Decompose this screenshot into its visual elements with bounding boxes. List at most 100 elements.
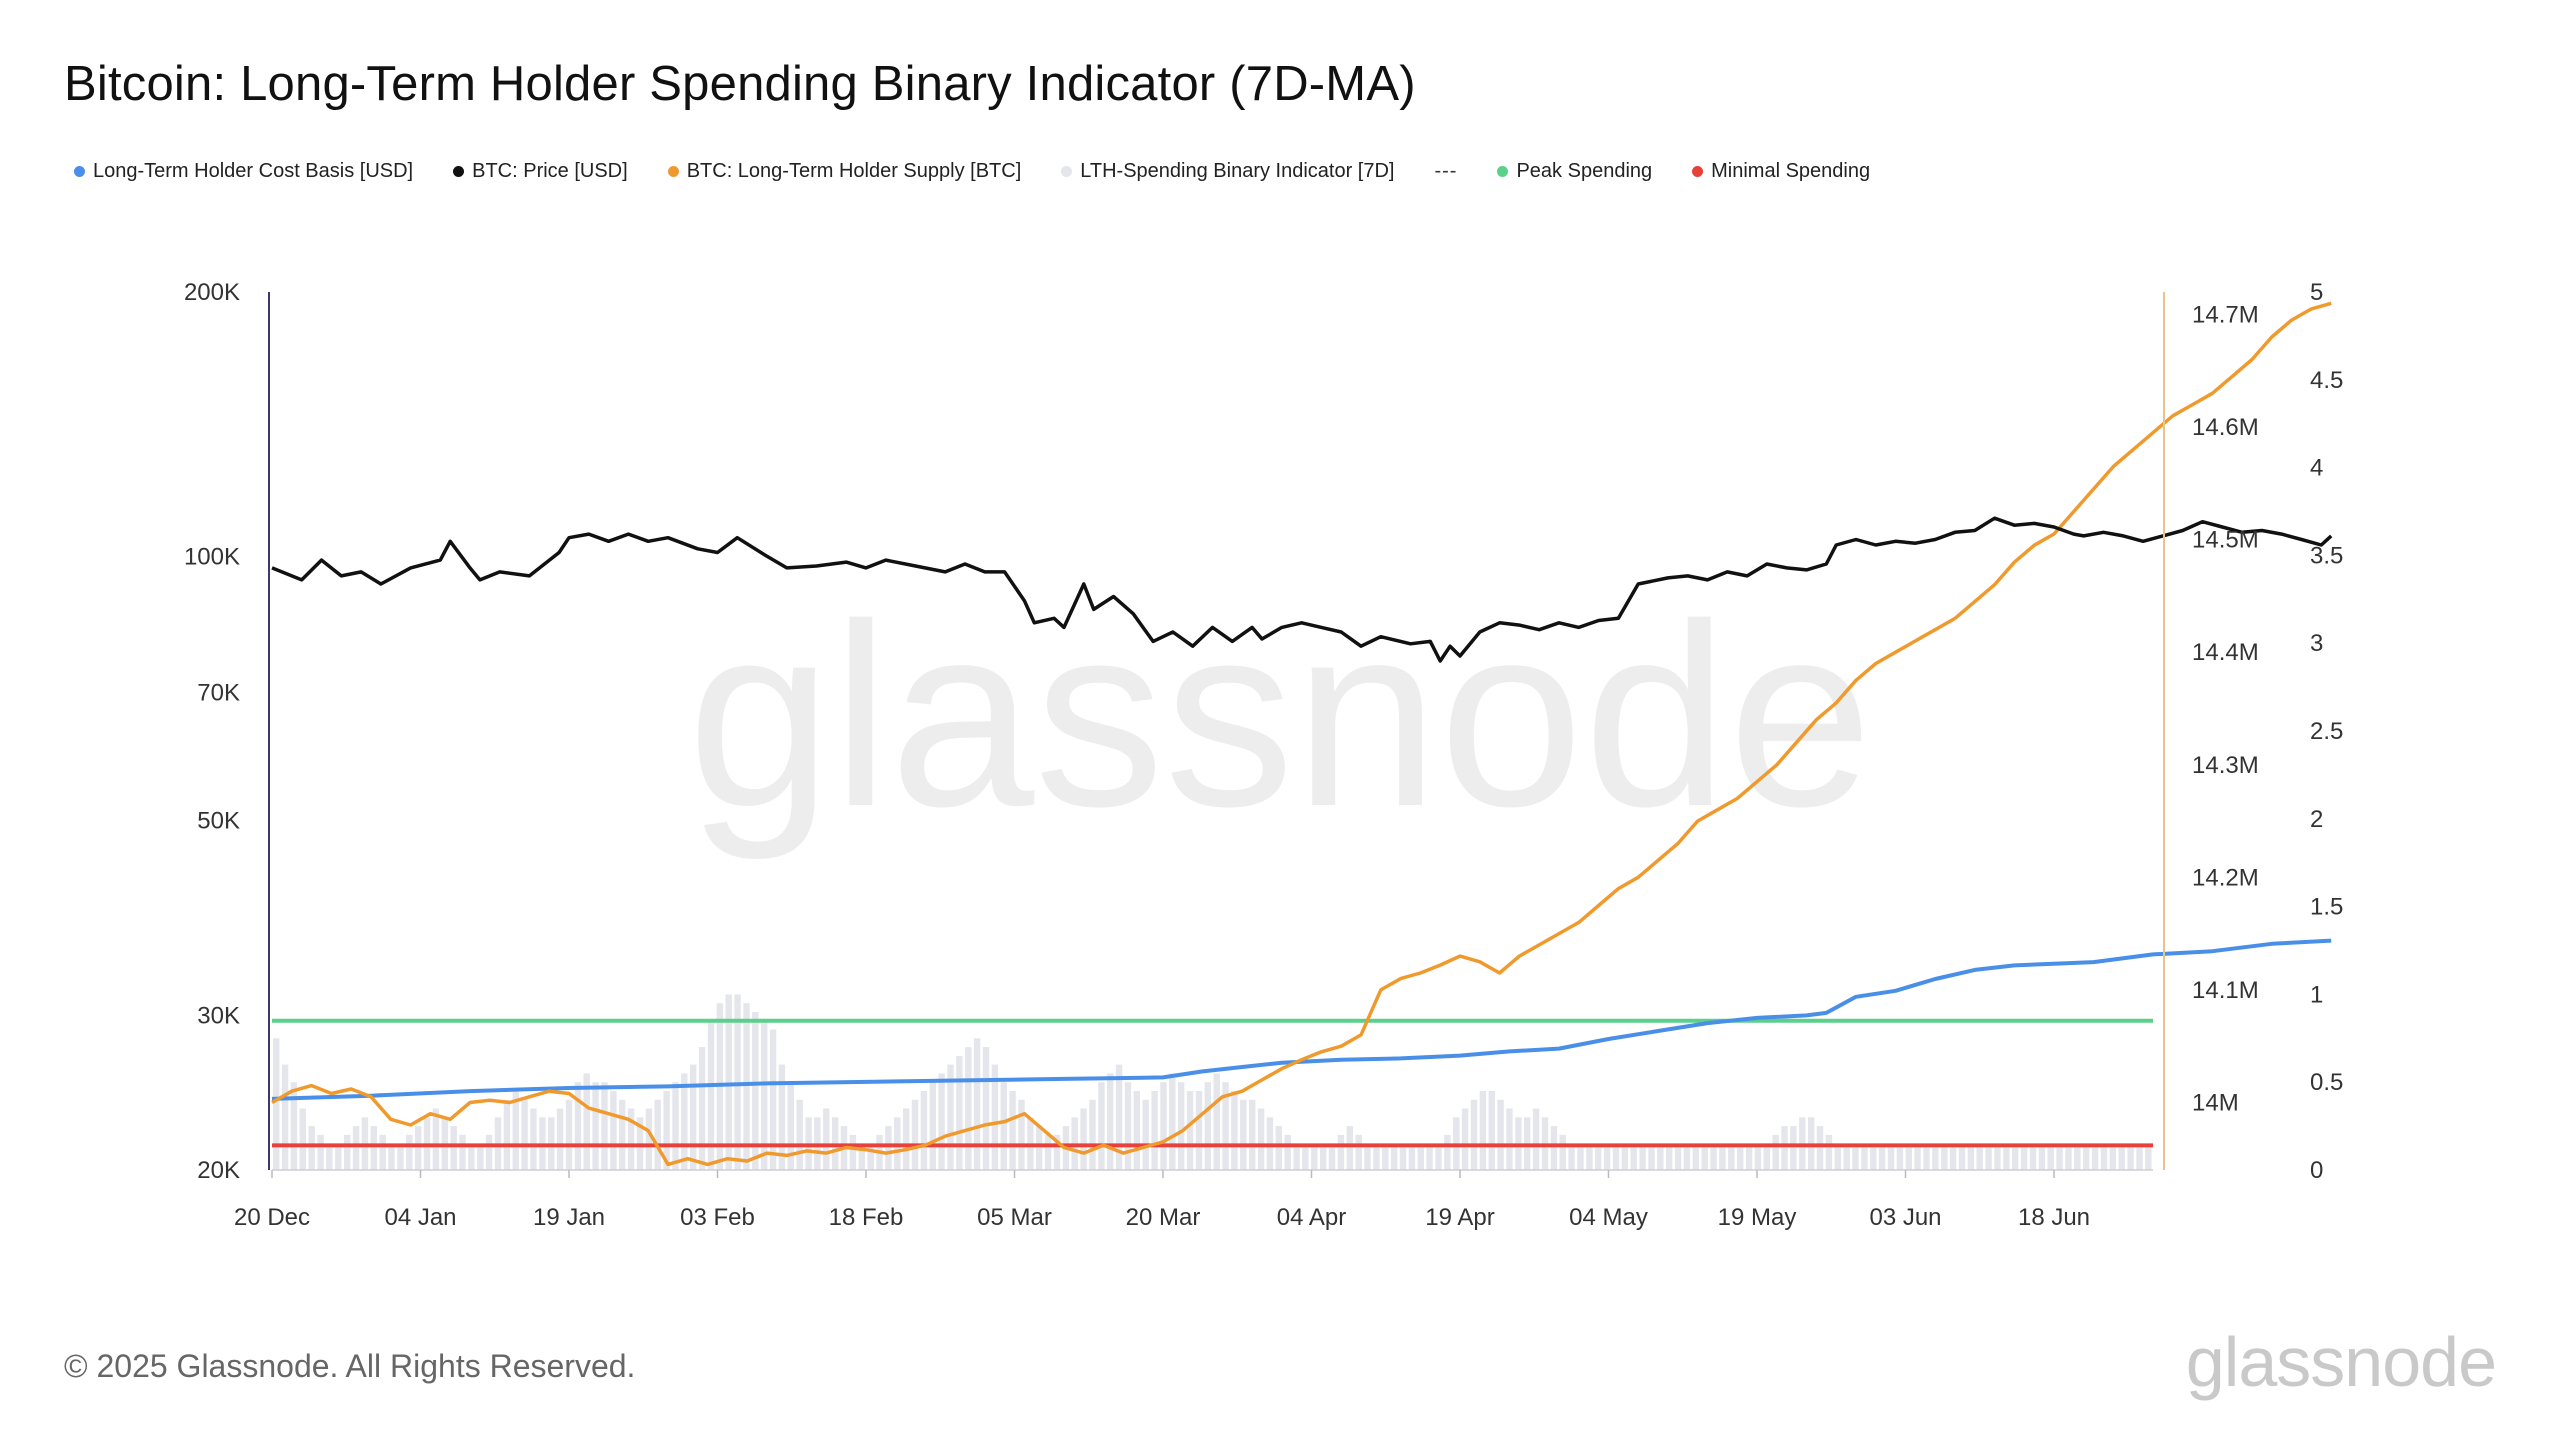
indicator-bar (1435, 1143, 1442, 1170)
indicator-bar (1985, 1143, 1992, 1170)
indicator-bar (1763, 1143, 1770, 1170)
indicator-bar (2012, 1143, 2019, 1170)
indicator-bar (903, 1108, 910, 1170)
y-right-tick-label: 2.5 (2310, 718, 2343, 745)
indicator-bar (1674, 1143, 1682, 1170)
indicator-bar (1692, 1143, 1699, 1170)
indicator-bar (1941, 1143, 1948, 1170)
indicator-bar (388, 1143, 395, 1170)
series-lines (271, 301, 2333, 1167)
indicator-bar (1816, 1126, 1824, 1170)
indicator-bar (734, 994, 741, 1170)
legend-item-peak-spending[interactable]: Peak Spending (1497, 160, 1652, 183)
x-tick-label: 18 Feb (829, 1204, 904, 1231)
legend-label: BTC: Long-Term Holder Supply [BTC] (686, 160, 1022, 182)
legend-item-supply[interactable]: BTC: Long-Term Holder Supply [BTC] (667, 160, 1022, 183)
indicator-bar (920, 1091, 928, 1170)
indicator-bar (1887, 1143, 1895, 1170)
y-right-tick-label: 0 (2310, 1157, 2323, 1184)
indicator-bar (299, 1108, 306, 1170)
indicator-bar (796, 1099, 803, 1170)
watermark: glassnode (687, 571, 1872, 862)
y-left-tick-label: 30K (197, 1002, 240, 1029)
x-tick-label: 04 Apr (1277, 1204, 1346, 1231)
indicator-bar (645, 1108, 653, 1170)
indicator-bar (707, 1020, 715, 1170)
indicator-bar (1124, 1082, 1132, 1170)
indicator-bar (592, 1082, 599, 1170)
btc-price-line (271, 516, 2333, 663)
indicator-bar (627, 1108, 635, 1170)
indicator-bar (1834, 1143, 1841, 1170)
indicator-bar (1009, 1091, 1016, 1170)
legend-dot-icon (1692, 166, 1704, 177)
indicator-bar (601, 1082, 608, 1170)
indicator-bar (1586, 1143, 1593, 1170)
indicator-bar (1568, 1143, 1575, 1170)
indicator-bar (2056, 1143, 2063, 1170)
legend-item-indicator[interactable]: LTH-Spending Binary Indicator [7D] (1061, 160, 1394, 183)
indicator-bar (1843, 1143, 1850, 1170)
legend-label: LTH-Spending Binary Indicator [7D] (1080, 160, 1395, 182)
indicator-bar (1506, 1108, 1513, 1170)
legend-dot-icon (1061, 166, 1073, 177)
legend-dot-icon (74, 166, 85, 177)
indicator-bar (344, 1134, 351, 1170)
indicator-bar (672, 1082, 679, 1170)
indicator-bar (619, 1099, 626, 1170)
indicator-bar (1630, 1143, 1637, 1170)
indicator-bar (1595, 1143, 1602, 1170)
indicator-bar (1053, 1134, 1061, 1170)
y-mid-tick-label: 14.4M (2192, 639, 2259, 666)
indicator-bar (1240, 1099, 1247, 1170)
indicator-bar (1852, 1143, 1859, 1170)
chart-title: Bitcoin: Long-Term Holder Spending Binar… (64, 57, 1416, 111)
y-mid-tick-label: 14.2M (2192, 864, 2259, 891)
cost-basis-line (271, 938, 2332, 1101)
indicator-bar (1080, 1108, 1087, 1170)
indicator-bar (752, 1012, 759, 1170)
legend-item-price[interactable]: BTC: Price [USD] (453, 160, 628, 183)
brand-logo: glassnode (2185, 1323, 2497, 1401)
indicator-bar (415, 1126, 422, 1170)
indicator-bar (1222, 1082, 1229, 1170)
indicator-bar (1293, 1143, 1300, 1170)
indicator-bar (2100, 1143, 2108, 1170)
indicator-bar (1178, 1082, 1185, 1170)
chart-axes: 20K30K50K70K100K200K14M14.1M14.2M14.3M14… (184, 279, 2343, 1231)
legend-item-cost-basis[interactable]: Long-Term Holder Cost Basis [USD] (74, 160, 413, 183)
y-right-tick-label: 1 (2310, 981, 2323, 1008)
indicator-bar (1781, 1126, 1788, 1170)
indicator-bar (1169, 1073, 1176, 1170)
indicator-bar (1932, 1143, 1939, 1170)
legend-item-minimal-spending[interactable]: Minimal Spending (1692, 160, 1870, 183)
indicator-bar (1382, 1143, 1389, 1170)
indicator-bar (1000, 1082, 1007, 1170)
y-right-tick-label: 3.5 (2310, 542, 2343, 569)
y-left-tick-label: 20K (197, 1157, 240, 1184)
indicator-bar (583, 1073, 590, 1170)
indicator-bar (1719, 1143, 1726, 1170)
y-mid-tick-label: 14.5M (2192, 527, 2259, 554)
indicator-bar (503, 1099, 511, 1170)
indicator-bar (823, 1108, 830, 1170)
x-tick-label: 19 Jan (533, 1204, 605, 1231)
legend-separator: --- (1434, 160, 1458, 182)
indicator-bar (1399, 1143, 1407, 1170)
indicator-bar (991, 1064, 999, 1170)
indicator-bar (1994, 1143, 2001, 1170)
indicator-bar (477, 1143, 484, 1170)
x-tick-label: 03 Jun (1869, 1204, 1941, 1231)
indicator-bar (1257, 1108, 1265, 1170)
y-mid-tick-label: 14.7M (2192, 302, 2259, 329)
indicator-bar (654, 1099, 661, 1170)
y-right-tick-label: 4.5 (2310, 367, 2343, 394)
y-right-tick-label: 2 (2310, 806, 2323, 833)
indicator-bar (911, 1099, 919, 1170)
indicator-bar (1444, 1134, 1451, 1170)
indicator-bar (1683, 1143, 1691, 1170)
indicator-bar (1479, 1091, 1487, 1170)
indicator-bar (2136, 1143, 2143, 1170)
indicator-bar (370, 1126, 377, 1170)
